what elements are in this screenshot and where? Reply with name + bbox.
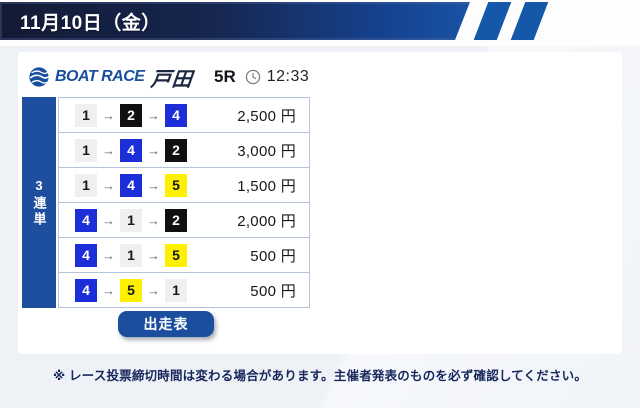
arrow-icon: → xyxy=(147,212,160,228)
clock-icon xyxy=(245,69,260,85)
arrow-icon: → xyxy=(102,142,115,158)
payout-amount: 500 円 xyxy=(250,247,296,265)
arrow-icon: → xyxy=(102,247,115,263)
bet-rows: 1 → 2 → 4 2,500 円 1 → 4 → 2 3,000 円 1 → 4 → 5 1,500 円 4 → 1 →… xyxy=(58,97,310,308)
banner-slash-decoration xyxy=(473,2,512,40)
bet-row: 1 → 4 → 2 3,000 円 xyxy=(58,133,310,168)
boat-number-badge: 1 xyxy=(120,243,142,267)
bet-type-label: 3連単 xyxy=(31,177,47,228)
combination: 4 → 1 → 2 xyxy=(75,208,187,232)
boat-number-badge: 2 xyxy=(120,103,142,127)
arrow-icon: → xyxy=(147,247,160,263)
combination: 1 → 2 → 4 xyxy=(75,103,187,127)
boat-number-badge: 5 xyxy=(165,173,187,197)
arrow-icon: → xyxy=(147,107,160,123)
boat-number-badge: 5 xyxy=(120,278,142,302)
arrow-icon: → xyxy=(102,282,115,298)
date-label: 11月10日（金） xyxy=(20,12,161,34)
arrow-icon: → xyxy=(102,212,115,228)
boat-number-badge: 4 xyxy=(75,278,97,302)
boat-number-badge: 1 xyxy=(75,103,97,127)
venue-name: 戸田 xyxy=(150,68,195,91)
payout-amount: 2,000 円 xyxy=(237,212,296,230)
bet-row: 4 → 1 → 2 2,000 円 xyxy=(58,203,310,238)
bet-type-sidebar: 3連単 xyxy=(22,97,56,308)
race-number: 5R xyxy=(214,67,236,86)
boat-number-badge: 4 xyxy=(165,103,187,127)
bet-row: 4 → 1 → 5 500 円 xyxy=(58,238,310,273)
banner-slash-decoration xyxy=(510,2,549,40)
arrow-icon: → xyxy=(147,142,160,158)
deadline-time: 12:33 xyxy=(266,68,310,85)
arrow-icon: → xyxy=(147,282,160,298)
combination: 1 → 4 → 5 xyxy=(75,173,187,197)
arrow-icon: → xyxy=(147,177,160,193)
boat-number-badge: 1 xyxy=(165,278,187,302)
payout-amount: 2,500 円 xyxy=(237,107,296,125)
arrow-icon: → xyxy=(102,177,115,193)
bet-row: 4 → 5 → 1 500 円 xyxy=(58,273,310,308)
combination: 4 → 5 → 1 xyxy=(75,278,187,302)
payout-amount: 500 円 xyxy=(250,282,296,300)
combination: 4 → 1 → 5 xyxy=(75,243,187,267)
payout-amount: 1,500 円 xyxy=(237,177,296,195)
boat-number-badge: 4 xyxy=(120,173,142,197)
race-info: 5R 12:33 xyxy=(214,64,309,90)
footer-note: ※ レース投票締切時間は変わる場合があります。主催者発表のものを必ず確認してくだ… xyxy=(52,369,588,383)
bet-row: 1 → 4 → 5 1,500 円 xyxy=(58,168,310,203)
boatrace-logo: BOAT RACE 戸田 xyxy=(28,62,195,92)
boat-number-badge: 4 xyxy=(75,208,97,232)
boat-number-badge: 4 xyxy=(75,243,97,267)
bet-row: 1 → 2 → 4 2,500 円 xyxy=(58,98,310,133)
boat-number-badge: 4 xyxy=(120,138,142,162)
combination: 1 → 4 → 2 xyxy=(75,138,187,162)
date-banner: 11月10日（金） xyxy=(0,2,470,40)
boat-number-badge: 5 xyxy=(165,243,187,267)
payout-amount: 3,000 円 xyxy=(237,142,296,160)
bet-table: 3連単 1 → 2 → 4 2,500 円 1 → 4 → 2 3,000 円 1 → 4 → 5 1,500 円… xyxy=(22,97,310,308)
boatrace-swirl-icon xyxy=(29,67,50,87)
brand-name: BOAT RACE xyxy=(55,68,145,85)
boat-number-badge: 1 xyxy=(75,173,97,197)
racecard-button[interactable]: 出走表 xyxy=(118,311,214,337)
boat-number-badge: 2 xyxy=(165,138,187,162)
arrow-icon: → xyxy=(102,107,115,123)
top-band: 11月10日（金） xyxy=(0,0,640,46)
boat-number-badge: 1 xyxy=(75,138,97,162)
boat-number-badge: 1 xyxy=(120,208,142,232)
boat-number-badge: 2 xyxy=(165,208,187,232)
